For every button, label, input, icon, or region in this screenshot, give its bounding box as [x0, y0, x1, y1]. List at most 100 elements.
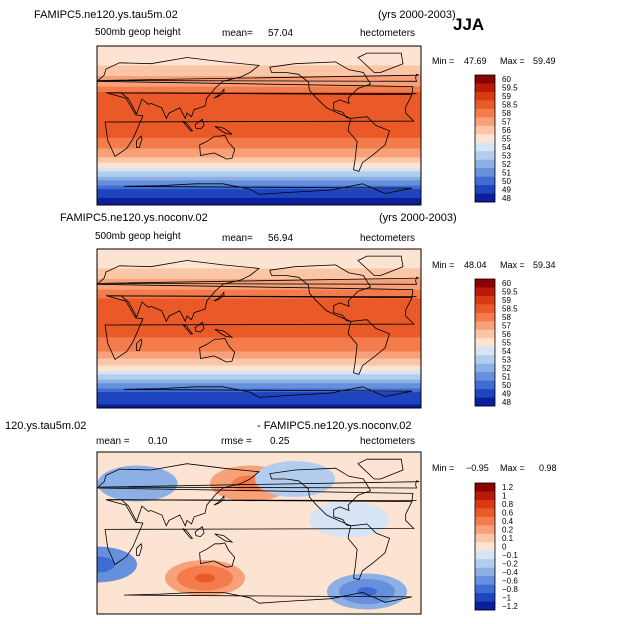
panel3-mean-label: mean = [96, 436, 130, 447]
colorbar-swatch [475, 397, 495, 407]
field-band [97, 365, 421, 368]
map-panel-3 [96, 451, 422, 615]
colorbar-tick-label: 59 [502, 296, 511, 305]
field-band [97, 166, 421, 169]
panel2-max-value: 59.34 [533, 260, 556, 270]
field-band [97, 284, 421, 287]
colorbar-tick-label: 50 [502, 177, 511, 186]
field-band [97, 332, 421, 335]
colorbar-swatch [475, 100, 495, 110]
field-band [97, 159, 421, 162]
continent-outline [182, 528, 194, 539]
map-panel-2 [96, 248, 422, 409]
continent-outline [213, 88, 225, 99]
colorbar-tick-label: −1.2 [502, 602, 518, 611]
colorbar-swatch [475, 533, 495, 543]
field-band [97, 167, 421, 171]
colorbar-swatch [475, 491, 495, 501]
field-band [97, 264, 421, 268]
colorbar-frame [474, 482, 496, 611]
field-band [97, 342, 421, 345]
field-band [97, 312, 421, 315]
field-band [97, 113, 421, 116]
field-band [97, 144, 421, 148]
colorbar-swatch [475, 295, 495, 305]
field-band [97, 291, 421, 294]
colorbar-tick-label: 49 [502, 185, 511, 194]
field-band [97, 141, 421, 144]
field-band [97, 185, 421, 188]
map-field [97, 249, 421, 408]
colorbar-tick-label: 0.1 [502, 534, 514, 543]
field-band [97, 160, 421, 164]
continent-outline [199, 542, 236, 568]
colorbar-tick-label: −0.2 [502, 559, 518, 568]
field-band [97, 307, 421, 310]
field-band [97, 385, 421, 388]
field-band [97, 395, 421, 398]
field-band [97, 118, 421, 121]
panel3-max-value: 0.98 [539, 463, 557, 473]
field-band [97, 106, 421, 109]
colorbar-swatch [475, 91, 495, 101]
field-band [97, 67, 421, 70]
field-band [97, 406, 421, 408]
colorbar-tick-label: 53 [502, 151, 511, 160]
colorbar-swatch [475, 559, 495, 568]
field-band [97, 309, 421, 312]
field-band [97, 47, 421, 51]
field-band [97, 349, 421, 353]
field-band [97, 355, 421, 358]
field-band [97, 63, 421, 67]
panel3-case-label: 120.ys.tau5m.02 [5, 420, 87, 432]
anomaly-blob [357, 587, 377, 596]
colorbar-swatch [475, 134, 495, 144]
field-band [97, 351, 421, 354]
field-band [97, 358, 421, 361]
field-band [97, 316, 421, 319]
field-band [97, 58, 421, 61]
colorbar-swatch [475, 176, 495, 186]
colorbar-swatch [475, 75, 495, 84]
field-band [97, 111, 421, 114]
colorbar-tick-label: 59.5 [502, 288, 518, 297]
field-band [97, 347, 421, 351]
continent-outline [123, 386, 413, 398]
field-band [97, 381, 421, 384]
field-band [97, 321, 421, 324]
field-band [97, 46, 421, 49]
colorbar-tick-label: 53 [502, 355, 511, 364]
field-band [97, 369, 421, 372]
field-band [97, 252, 421, 255]
field-band [97, 132, 421, 135]
field-band [97, 174, 421, 178]
field-band [97, 77, 421, 81]
field-band [97, 90, 421, 93]
colorbar-swatch [475, 312, 495, 322]
field-band [97, 81, 421, 84]
field-band [97, 399, 421, 402]
colorbar-frame [474, 74, 496, 203]
field-band [97, 273, 421, 277]
field-band [97, 386, 421, 390]
field-band [97, 263, 421, 266]
field-band [97, 127, 421, 130]
field-band [97, 136, 421, 139]
colorbar-tick-label: −0.8 [502, 585, 518, 594]
field-band [97, 335, 421, 338]
field-band [97, 328, 421, 331]
field-band [97, 95, 421, 98]
continent-outline [182, 323, 194, 335]
map-field [97, 452, 421, 614]
colorbar-swatch [475, 372, 495, 381]
panel1-mean-label: mean= [222, 28, 253, 39]
colorbar-tick-label: −0.6 [502, 576, 518, 585]
colorbar-tick-label: 54 [502, 143, 511, 152]
map-frame [96, 451, 422, 615]
field-band [97, 279, 421, 282]
field-band [97, 182, 421, 185]
colorbar-swatch [475, 108, 495, 118]
field-band [97, 337, 421, 340]
field-band [97, 319, 421, 323]
